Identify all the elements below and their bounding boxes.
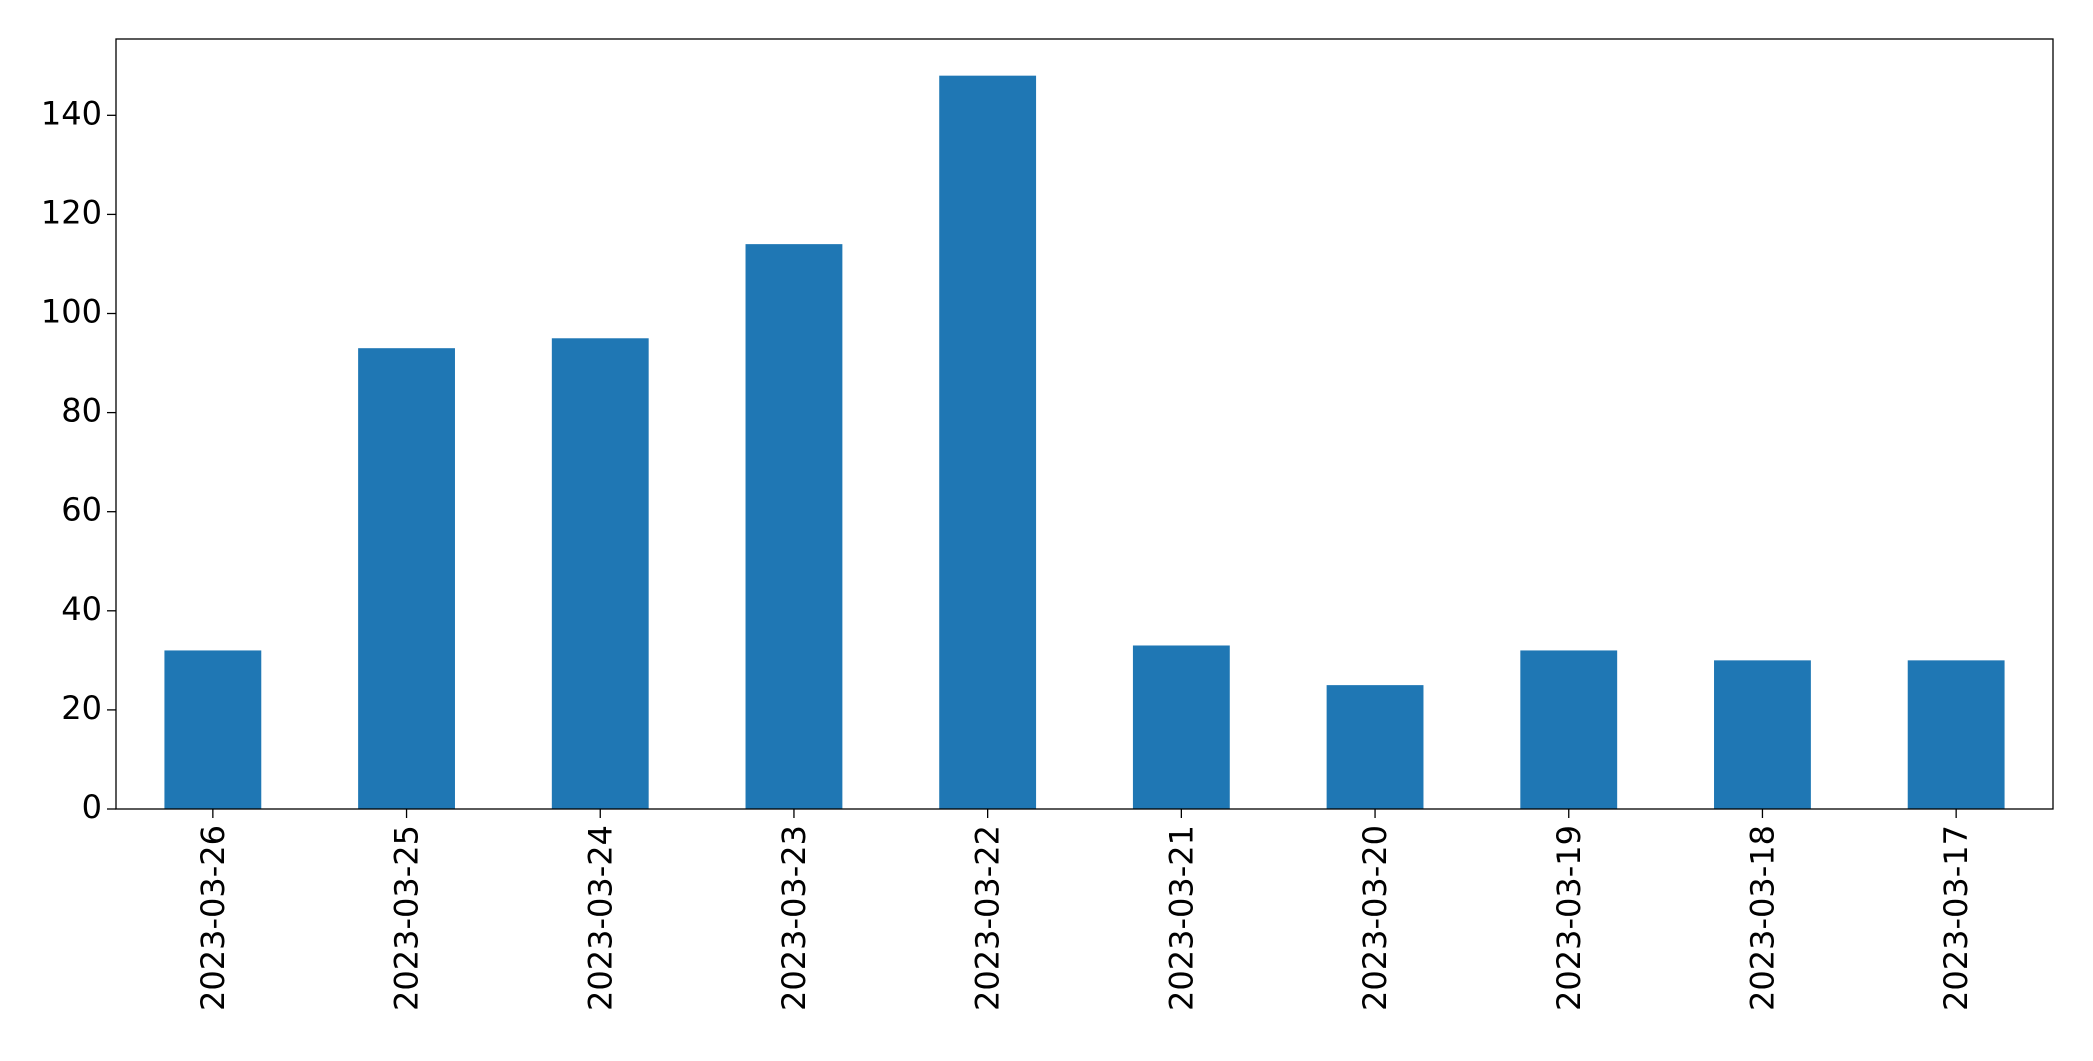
y-tick-label: 80: [61, 392, 102, 430]
x-tick-label: 2023-03-19: [1550, 825, 1588, 1011]
x-tick-label: 2023-03-23: [775, 825, 813, 1011]
y-tick-label: 0: [82, 788, 102, 826]
x-tick-label: 2023-03-17: [1937, 825, 1975, 1011]
bar: [358, 348, 455, 809]
bar: [745, 244, 843, 809]
y-tick-label: 140: [41, 94, 102, 132]
x-tick-label: 2023-03-20: [1356, 825, 1394, 1011]
x-tick-label: 2023-03-26: [194, 825, 232, 1011]
bar: [1907, 660, 2005, 809]
x-tick-label: 2023-03-24: [581, 825, 619, 1011]
plot-frame: [115, 38, 2054, 810]
y-tick-label: 20: [61, 689, 102, 727]
y-tick-label: 60: [61, 491, 102, 529]
bar: [1326, 685, 1424, 809]
bar: [164, 650, 262, 809]
bar: [1132, 645, 1230, 809]
bar: [939, 75, 1037, 809]
y-tick-label: 120: [41, 193, 102, 231]
bar: [1520, 650, 1618, 809]
x-tick-label: 2023-03-21: [1162, 825, 1200, 1011]
x-tick-label: 2023-03-25: [388, 825, 426, 1011]
x-tick-label: 2023-03-22: [969, 825, 1007, 1011]
x-tick-label: 2023-03-18: [1743, 825, 1781, 1011]
bar: [1714, 660, 1811, 809]
bar: [551, 338, 649, 809]
y-tick-label: 100: [41, 293, 102, 331]
y-tick-label: 40: [61, 590, 102, 628]
